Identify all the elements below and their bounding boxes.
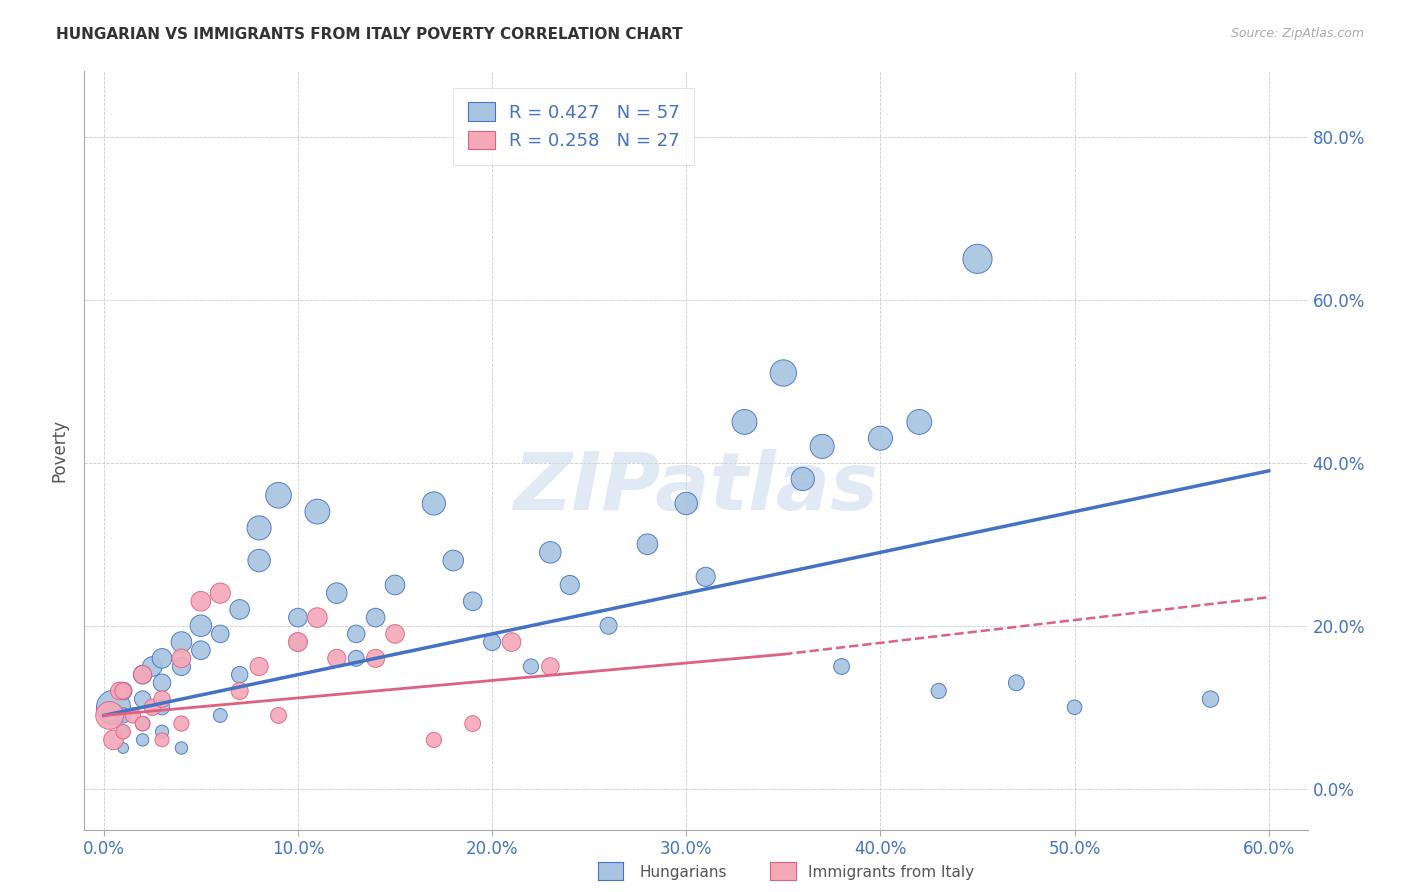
Point [112,684,135,698]
Point [326,651,349,665]
Point [267,488,290,502]
Y-axis label: Poverty: Poverty [51,419,69,482]
Point [441,553,464,567]
Point [287,610,309,624]
Point [734,415,756,429]
Point [103,732,125,747]
Point [103,700,125,714]
Point [190,594,212,608]
Text: ZIPatlas: ZIPatlas [513,450,879,527]
Point [869,431,891,445]
Point [209,586,232,600]
Point [98,708,121,723]
Point [170,716,193,731]
Point [695,570,717,584]
Point [364,651,387,665]
Point [384,578,406,592]
Point [461,594,484,608]
Point [966,252,988,266]
Point [150,675,173,690]
Point [150,724,173,739]
Text: HUNGARIAN VS IMMIGRANTS FROM ITALY POVERTY CORRELATION CHART: HUNGARIAN VS IMMIGRANTS FROM ITALY POVER… [56,27,683,42]
Point [247,659,270,673]
Legend: R = 0.427   N = 57, R = 0.258   N = 27: R = 0.427 N = 57, R = 0.258 N = 27 [453,88,695,165]
Point [811,439,834,453]
Point [209,708,232,723]
Point [326,586,349,600]
Point [423,496,446,510]
Point [538,659,561,673]
Point [131,716,153,731]
Point [112,708,135,723]
Point [598,619,620,633]
Point [247,553,270,567]
Point [247,521,270,535]
Point [307,610,329,624]
Point [112,684,135,698]
Point [150,732,173,747]
Point [364,610,387,624]
Point [190,643,212,657]
Point [501,635,523,649]
Point [928,684,950,698]
Point [287,635,309,649]
Point [792,472,814,486]
Point [538,545,561,559]
Point [209,627,232,641]
Point [141,700,163,714]
Point [520,659,543,673]
Point [131,692,153,706]
Point [131,667,153,681]
Point [267,708,290,723]
Point [287,635,309,649]
Point [908,415,931,429]
Point [112,741,135,756]
Point [228,667,250,681]
Point [170,659,193,673]
Point [1063,700,1085,714]
Point [461,716,484,731]
Point [131,732,153,747]
Point [1005,675,1028,690]
Point [108,684,131,698]
Point [112,724,135,739]
Point [423,732,446,747]
Point [772,366,794,380]
Text: Hungarians: Hungarians [640,865,727,880]
Point [228,602,250,616]
Point [150,692,173,706]
Point [636,537,658,551]
Point [150,700,173,714]
Point [675,496,697,510]
Point [307,505,329,519]
Point [131,716,153,731]
Point [384,627,406,641]
Text: Immigrants from Italy: Immigrants from Italy [808,865,974,880]
Point [558,578,581,592]
Point [344,627,367,641]
Point [831,659,853,673]
Point [170,635,193,649]
Point [170,741,193,756]
Point [228,684,250,698]
Point [122,708,145,723]
Point [170,651,193,665]
Point [150,651,173,665]
Point [131,667,153,681]
Point [190,619,212,633]
Point [141,659,163,673]
Point [1199,692,1222,706]
Text: Source: ZipAtlas.com: Source: ZipAtlas.com [1230,27,1364,40]
Point [481,635,503,649]
Point [112,724,135,739]
Point [344,651,367,665]
